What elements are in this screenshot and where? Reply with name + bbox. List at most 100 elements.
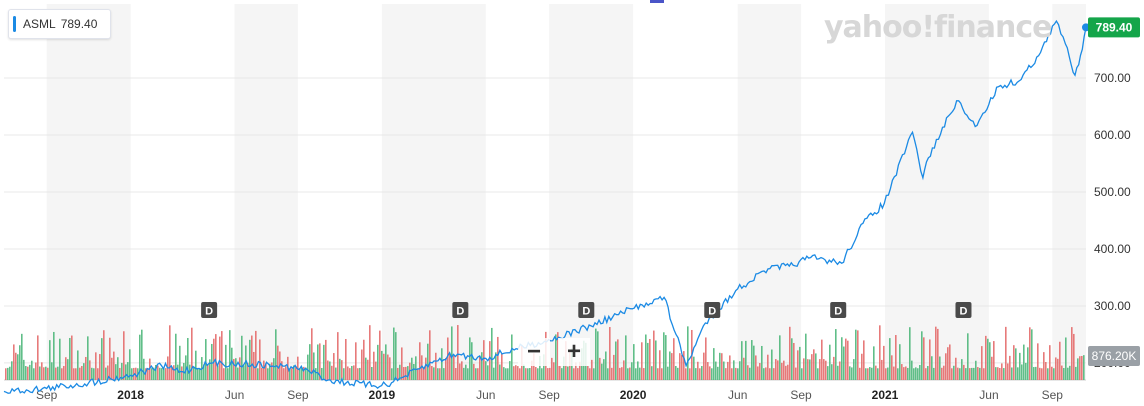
volume-bar [799,346,801,380]
volume-bar [439,368,441,380]
volume-bar [367,359,369,380]
volume-bar [767,354,769,380]
volume-bar [1083,355,1085,380]
volume-bar [251,335,253,380]
volume-bar [811,354,813,380]
volume-bar [925,368,927,380]
volume-bar [757,366,759,380]
volume-bar [349,368,351,380]
volume-bar [443,368,445,380]
volume-bar [1071,327,1073,380]
y-tick-label: 500.00 [1094,185,1131,199]
volume-bar [113,351,115,380]
volume-bar [471,342,473,380]
volume-bar [249,339,251,380]
volume-bar [949,344,951,380]
dividend-marker-label: D [960,306,968,318]
volume-bar [25,366,27,380]
volume-bar [595,328,597,380]
volume-bar [299,368,301,380]
volume-bar [505,368,507,380]
volume-bar [601,363,603,380]
volume-bar [315,368,317,380]
volume-bar [783,360,785,380]
volume-bar [217,365,219,380]
x-tick-label: 2018 [117,388,144,402]
ticker-badge[interactable]: ASML 789.40 [8,9,112,39]
volume-bar [515,365,517,380]
volume-bar [579,361,581,380]
volume-bar [109,337,111,380]
volume-bar [171,366,173,380]
volume-bar [667,366,669,380]
volume-bar [9,366,11,380]
volume-bar [143,358,145,380]
volume-bar [777,360,779,380]
volume-bar [321,367,323,380]
volume-bar [469,337,471,380]
volume-bar [369,325,371,380]
dividend-marker-label: D [582,306,590,318]
volume-bar [93,368,95,380]
volume-bar [487,365,489,380]
volume-bar [529,368,531,380]
volume-bar [501,353,503,380]
volume-bar [765,367,767,380]
volume-bar [393,327,395,380]
zoom-in-button[interactable]: + [558,338,590,366]
volume-bar [337,332,339,380]
volume-bar [275,329,277,380]
volume-bar [853,359,855,380]
volume-bar [591,359,593,380]
y-tick-label: 300.00 [1094,299,1131,313]
volume-bar [63,365,65,380]
volume-bar [457,325,459,380]
volume-bar [145,368,147,380]
volume-bar [593,368,595,380]
zoom-out-button[interactable]: − [518,338,550,366]
x-tick-label: Sep [538,388,560,402]
volume-bar [905,366,907,380]
volume-bar [317,344,319,380]
volume-bar [103,330,105,380]
volume-bar [391,368,393,380]
volume-bar [265,363,267,380]
top-marker [650,0,664,3]
volume-bar [1003,368,1005,380]
dividend-marker [704,302,721,318]
volume-bar [875,365,877,380]
volume-bar [155,364,157,380]
x-tick-label: Sep [1042,388,1064,402]
volume-bar [491,327,493,380]
volume-bar [803,358,805,380]
volume-bar [465,364,467,380]
volume-bar [159,367,161,380]
volume-bar [151,368,153,380]
volume-bar [1001,363,1003,380]
volume-bar [379,330,381,380]
volume-bar [295,366,297,380]
volume-bar [95,352,97,380]
volume-bar [819,359,821,380]
volume-bar [883,345,885,380]
volume-bar [747,365,749,380]
volume-bar [627,368,629,380]
volume-bar [879,325,881,380]
volume-bar [967,333,969,380]
volume-bar [493,367,495,380]
volume-bar [243,365,245,380]
volume-bar [59,338,61,380]
volume-bar [1043,352,1045,380]
volume-bar [203,364,205,380]
volume-bar [867,368,869,380]
volume-bar [849,366,851,380]
volume-bar [805,333,807,380]
volume-bar [771,349,773,380]
volume-bar [91,367,93,380]
volume-bar [779,335,781,380]
volume-bar [357,368,359,380]
volume-bar [71,335,73,380]
volume-bar [257,368,259,380]
volume-bar [913,368,915,380]
